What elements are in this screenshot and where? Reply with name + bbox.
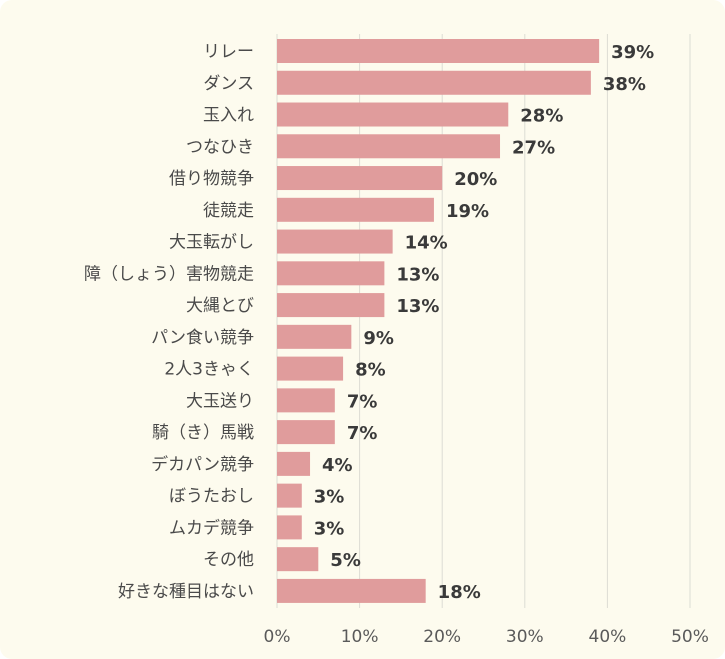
bar [277, 324, 352, 349]
bar [277, 388, 335, 413]
category-label: パン食い競争 [151, 328, 254, 348]
value-label: 14% [405, 233, 448, 254]
bar [277, 134, 501, 159]
value-label: 8% [355, 360, 386, 381]
bar [277, 70, 591, 95]
category-label: ダンス [203, 74, 254, 94]
value-label: 3% [314, 518, 345, 539]
value-label: 13% [396, 264, 439, 285]
category-label: 好きな種目はない [118, 582, 254, 602]
bar [277, 483, 302, 508]
bar [277, 293, 385, 318]
category-label: 騎（き）馬戦 [152, 423, 254, 443]
category-label: 徒競走 [203, 201, 254, 221]
value-label: 3% [314, 487, 345, 508]
x-tick-label: 0% [264, 627, 291, 647]
value-label: 13% [396, 296, 439, 317]
category-label: ムカデ競争 [169, 517, 254, 538]
bar [277, 166, 443, 191]
x-tick-label: 10% [341, 627, 379, 647]
bar [277, 515, 302, 540]
category-label: リレー [203, 42, 254, 62]
category-label: 障（しょう）害物競走 [84, 264, 254, 284]
category-label: 玉入れ [203, 106, 254, 126]
x-tick-label: 40% [589, 627, 627, 647]
value-label: 4% [322, 455, 353, 476]
x-tick-label: 50% [671, 627, 709, 647]
x-tick-label: 20% [423, 627, 461, 647]
value-label: 5% [330, 550, 361, 571]
bar [277, 451, 311, 476]
bar [277, 39, 600, 63]
value-label: 7% [347, 391, 378, 412]
bar [277, 102, 509, 127]
category-label: 2人3きゃく [164, 360, 254, 380]
value-label: 7% [347, 423, 378, 444]
category-label: 大玉送り [186, 391, 254, 411]
category-label: ぼうたおし [169, 487, 254, 507]
category-label: つなひき [186, 137, 254, 157]
value-label: 39% [611, 42, 654, 63]
bar [277, 547, 319, 572]
value-label: 18% [438, 582, 481, 603]
value-label: 38% [603, 74, 646, 95]
value-label: 9% [363, 328, 394, 349]
bar [277, 197, 434, 222]
value-label: 28% [520, 106, 563, 127]
bar [277, 261, 385, 286]
category-label: 大玉転がし [169, 233, 254, 253]
category-label: デカパン競争 [151, 454, 254, 475]
bar [277, 420, 335, 445]
bar [277, 356, 344, 381]
value-label: 20% [454, 169, 497, 190]
category-label: 借り物競争 [169, 169, 254, 189]
value-label: 19% [446, 201, 489, 222]
category-label: その他 [203, 550, 254, 570]
category-label: 大縄とび [186, 296, 254, 316]
bar [277, 578, 426, 603]
value-label: 27% [512, 137, 555, 158]
x-tick-label: 30% [506, 627, 544, 647]
bar [277, 229, 393, 254]
